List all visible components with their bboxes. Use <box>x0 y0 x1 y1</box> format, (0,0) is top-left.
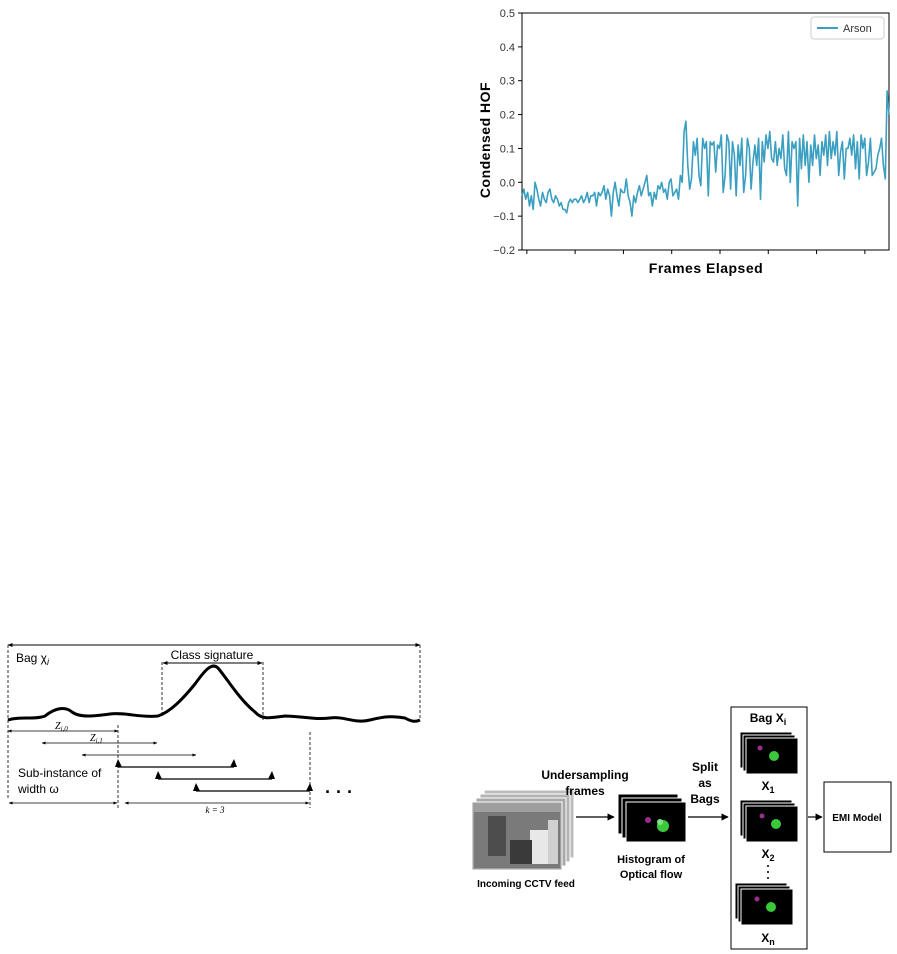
hof-frame-stack <box>617 793 687 843</box>
y-tick-label: −0.2 <box>493 245 515 257</box>
split-label-line1: Split <box>692 760 718 774</box>
bag-subinstance-diagram: Bag χi Class signature Zi,0 Zi,1 · · · S… <box>7 643 421 815</box>
x2-label: X2 <box>761 847 774 863</box>
series-line-arson <box>521 90 890 217</box>
bar-1-left-marker <box>115 759 122 767</box>
hof-label-line2: Optical flow <box>620 869 683 881</box>
y-axis-label: Condensed HOF <box>477 82 493 198</box>
y-tick-label: 0.0 <box>500 177 515 189</box>
bar-3-left-marker <box>193 783 200 791</box>
z0-label: Zi,0 <box>55 721 68 733</box>
hof-label-line1: Histogram of <box>617 854 685 866</box>
split-label-line3: Bags <box>690 792 720 806</box>
k-label: k = 3 <box>205 805 225 815</box>
split-label-line2: as <box>698 776 712 790</box>
y-axis-ticks: 0.5 0.4 0.3 0.2 0.1 0.0 −0.1 −0.2 <box>493 8 522 257</box>
emi-pipeline-diagram: Incoming CCTV feed Undersampling frames … <box>471 706 892 950</box>
plot-frame <box>521 12 890 251</box>
y-tick-label: 0.2 <box>500 110 515 122</box>
emi-model-box <box>823 781 892 853</box>
bar-1-right-marker <box>230 759 237 767</box>
legend-label-arson: Arson <box>843 23 872 35</box>
z1-label: Zi,1 <box>90 733 103 745</box>
bag-dots <box>767 865 769 879</box>
bar-3-right-marker <box>306 783 313 791</box>
xn-label: Xn <box>761 931 775 947</box>
y-tick-label: 0.5 <box>500 8 515 20</box>
sub-instance-label-line1: Sub-instance of <box>18 766 102 780</box>
bag-x1-stack <box>739 731 799 775</box>
y-tick-label: 0.1 <box>500 143 515 155</box>
input-label: Incoming CCTV feed <box>477 879 575 890</box>
sub-instance-label-line2: width ω <box>17 782 59 796</box>
legend-box <box>810 16 885 40</box>
y-tick-label: 0.4 <box>500 42 515 54</box>
bag-x2-stack <box>739 799 799 843</box>
x1-label: X1 <box>761 779 774 795</box>
hof-line-chart: 0.5 0.4 0.3 0.2 0.1 0.0 −0.1 −0.2 Condensed HOF… <box>477 8 890 276</box>
bag-title: Bag Xi <box>750 711 787 727</box>
bag-label: Bag χi <box>16 651 50 667</box>
bag-xn-stack <box>734 882 794 926</box>
emi-model-label: EMI Model <box>832 813 882 824</box>
bar-2-right-marker <box>268 771 275 779</box>
undersampling-label-line2: frames <box>565 784 605 798</box>
cctv-frame-stack <box>471 789 575 871</box>
x-axis-ticks <box>526 250 866 254</box>
x-axis-label: Frames Elapsed <box>649 260 763 276</box>
y-tick-label: −0.1 <box>493 211 515 223</box>
bag-signal-curve <box>7 664 421 723</box>
y-tick-label: 0.3 <box>500 76 515 88</box>
ellipsis: · · · <box>325 782 353 802</box>
undersampling-label-line1: Undersampling <box>541 768 628 782</box>
bar-2-left-marker <box>155 771 162 779</box>
legend: Arson <box>810 16 885 40</box>
class-signature-label: Class signature <box>171 648 254 662</box>
